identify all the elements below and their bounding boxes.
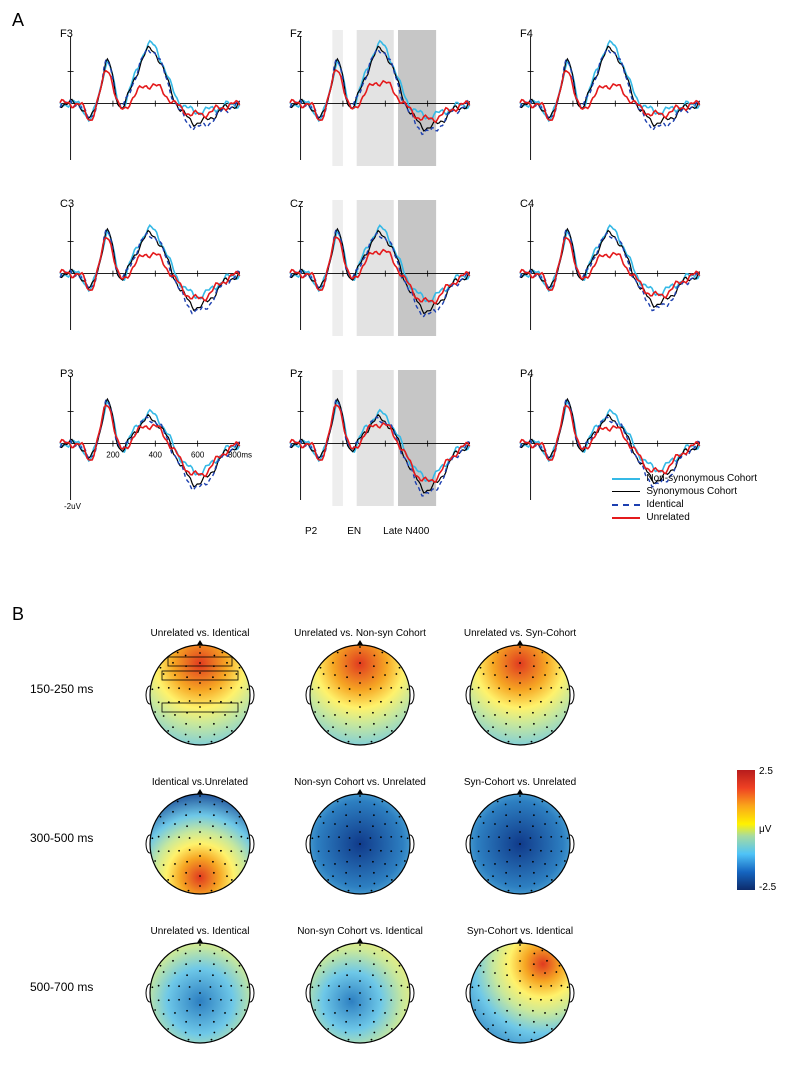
panel-a-label: A — [12, 10, 24, 31]
erp-Cz: Cz — [290, 198, 470, 338]
elec-label-Fz: Fz — [290, 28, 302, 40]
erp-F3: F3 — [60, 28, 240, 168]
topo-cell: Unrelated vs. Identical — [120, 628, 280, 747]
panel-b: 150-250 ms Unrelated vs. Identical — [30, 628, 757, 1045]
time-window-label: 300-500 ms — [30, 831, 120, 845]
legend-identical: Identical — [646, 499, 683, 510]
svg-text:200: 200 — [106, 451, 120, 460]
elec-label-C4: C4 — [520, 198, 534, 210]
time-window-label: 150-250 ms — [30, 682, 120, 696]
topo-row: 300-500 ms Identical vs.Unrelated — [120, 777, 757, 896]
topo-title: Identical vs.Unrelated — [120, 777, 280, 788]
cb-max: 2.5 — [759, 766, 773, 777]
elec-label-Pz: Pz — [290, 368, 303, 380]
topo-cell: Syn-Cohort vs. Identical — [440, 926, 600, 1045]
topo-cell: Non-syn Cohort vs. Unrelated — [280, 777, 440, 896]
erp-C3: C3 — [60, 198, 240, 338]
band-label-en: EN — [347, 526, 361, 537]
topo-head — [148, 643, 252, 747]
topo-row: 500-700 ms Unrelated vs. Identical — [120, 926, 757, 1045]
erp-F4: F4 — [520, 28, 700, 168]
topo-head — [148, 792, 252, 896]
topo-cell: Unrelated vs. Identical — [120, 926, 280, 1045]
topo-title: Unrelated vs. Identical — [120, 926, 280, 937]
erp-Fz: Fz — [290, 28, 470, 168]
topo-title: Non-syn Cohort vs. Unrelated — [280, 777, 440, 788]
erp-C4: C4 — [520, 198, 700, 338]
topo-cell: Identical vs.Unrelated — [120, 777, 280, 896]
topo-head — [308, 792, 412, 896]
panel-b-label: B — [12, 604, 24, 625]
band-label-p2: P2 — [305, 526, 317, 537]
legend-unrelated: Unrelated — [646, 512, 689, 523]
elec-label-P3: P3 — [60, 368, 73, 380]
topo-head — [468, 792, 572, 896]
legend-syn: Synonymous Cohort — [646, 486, 737, 497]
cb-min: -2.5 — [759, 882, 776, 893]
topo-title: Unrelated vs. Syn-Cohort — [440, 628, 600, 639]
elec-label-F3: F3 — [60, 28, 73, 40]
panel-a: F3 Fz F4 C3 — [30, 28, 757, 598]
cb-unit: μV — [759, 824, 771, 835]
svg-text:400: 400 — [149, 451, 163, 460]
topo-head — [308, 941, 412, 1045]
topo-title: Non-syn Cohort vs. Identical — [280, 926, 440, 937]
svg-text:800ms: 800ms — [228, 451, 252, 460]
elec-label-F4: F4 — [520, 28, 533, 40]
topo-head — [468, 643, 572, 747]
elec-label-C3: C3 — [60, 198, 74, 210]
topo-row: 150-250 ms Unrelated vs. Identical — [120, 628, 757, 747]
time-window-label: 500-700 ms — [30, 980, 120, 994]
erp-P3: P3 200400600800ms — [60, 368, 240, 508]
topo-title: Unrelated vs. Non-syn Cohort — [280, 628, 440, 639]
yscale-label: -2uV — [64, 502, 81, 511]
colorbar: 2.5 μV -2.5 — [737, 770, 757, 890]
topo-head — [468, 941, 572, 1045]
erp-Pz: Pz — [290, 368, 470, 508]
topo-cell: Non-syn Cohort vs. Identical — [280, 926, 440, 1045]
elec-label-P4: P4 — [520, 368, 533, 380]
topo-head — [308, 643, 412, 747]
topo-cell: Unrelated vs. Non-syn Cohort — [280, 628, 440, 747]
band-label-late: Late N400 — [383, 526, 429, 537]
legend-a: Non-synonymous Cohort Synonymous Cohort … — [612, 473, 757, 525]
svg-text:600: 600 — [191, 451, 205, 460]
topo-rows: 150-250 ms Unrelated vs. Identical — [120, 628, 757, 1045]
topo-title: Syn-Cohort vs. Unrelated — [440, 777, 600, 788]
band-labels: P2 EN Late N400 — [305, 526, 429, 537]
topo-title: Unrelated vs. Identical — [120, 628, 280, 639]
topo-title: Syn-Cohort vs. Identical — [440, 926, 600, 937]
topo-head — [148, 941, 252, 1045]
elec-label-Cz: Cz — [290, 198, 303, 210]
topo-cell: Unrelated vs. Syn-Cohort — [440, 628, 600, 747]
legend-nonsyn: Non-synonymous Cohort — [646, 473, 757, 484]
erp-grid: F3 Fz F4 C3 — [60, 28, 757, 518]
topo-cell: Syn-Cohort vs. Unrelated — [440, 777, 600, 896]
